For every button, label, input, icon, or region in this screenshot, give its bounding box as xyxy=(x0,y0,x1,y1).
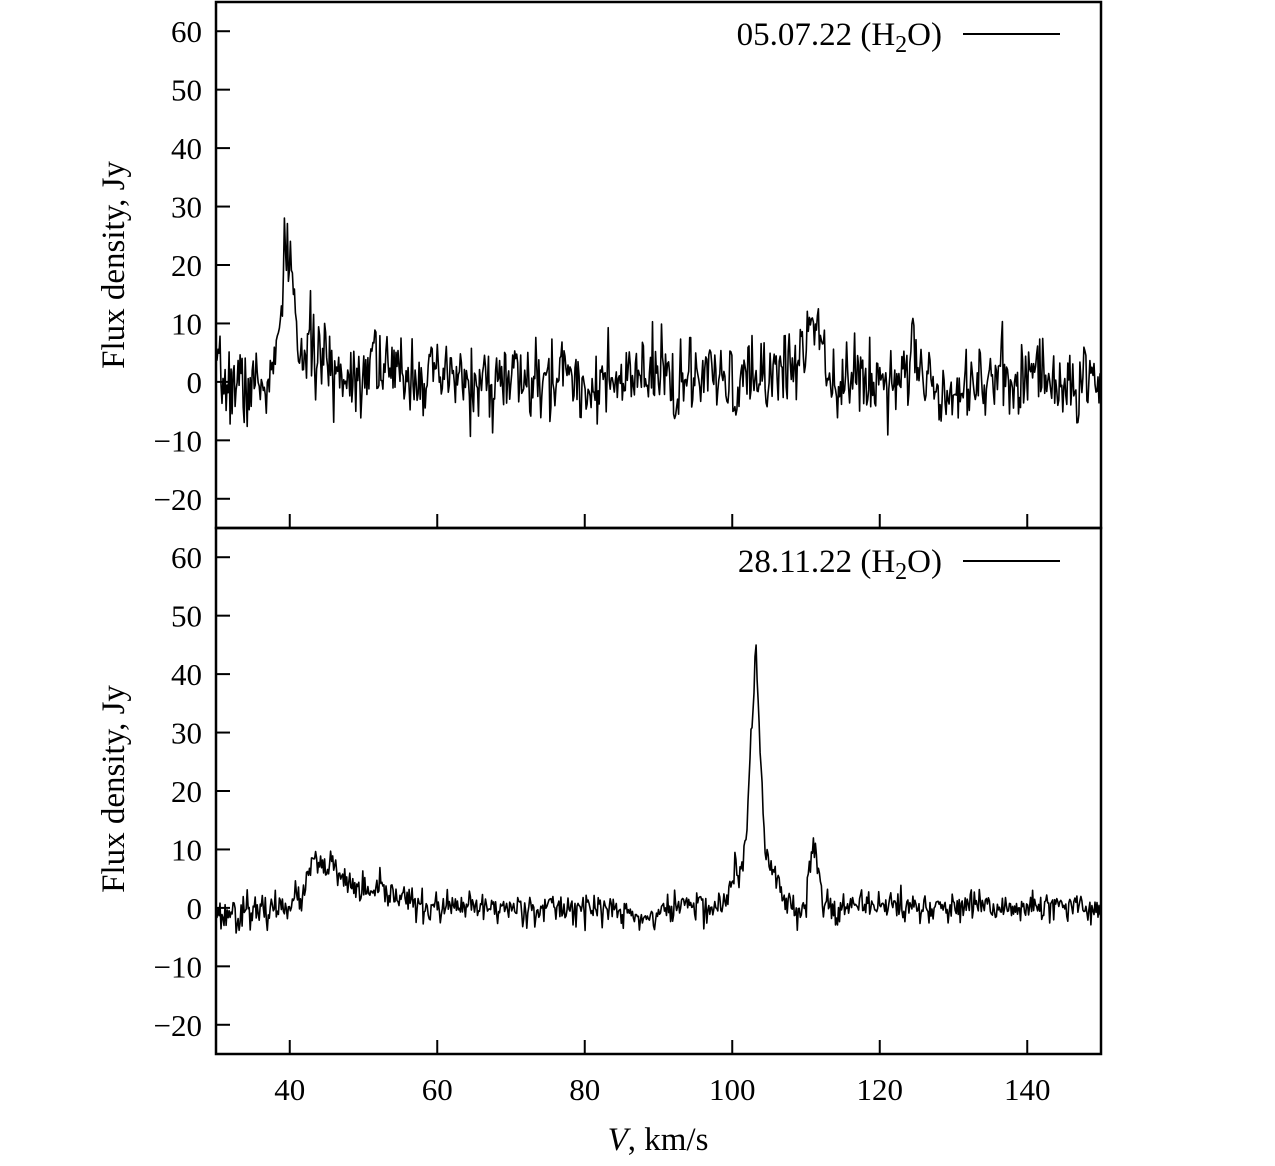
top-y-tick-label: −10 xyxy=(154,423,202,458)
bottom-legend-label: 28.11.22 (H2O) xyxy=(738,544,942,585)
top-y-tick-label: −20 xyxy=(154,482,202,517)
top-plot-frame xyxy=(214,0,1103,530)
top-legend: 05.07.22 (H2O) xyxy=(737,17,1060,58)
top-legend-molecule-close: O) xyxy=(907,17,942,53)
x-axis-label: V, km/s xyxy=(608,1122,709,1158)
top-ylabel: Flux density, Jy xyxy=(96,161,132,369)
bottom-legend-date: 28.11.22 xyxy=(738,544,852,580)
top-legend-subscript: 2 xyxy=(895,32,907,58)
bottom-legend-molecule-open: (H xyxy=(852,544,895,580)
bottom-legend-subscript: 2 xyxy=(895,559,907,585)
top-y-tick-label: 20 xyxy=(171,248,202,283)
bottom-y-tick-label: 20 xyxy=(171,774,202,809)
bottom-y-tick-label: −10 xyxy=(154,949,202,984)
bottom-panel: −20 −10 0 10 20 30 40 50 60 40 60 80 100 120 140 Flux… xyxy=(96,526,1103,1107)
top-y-tick-label: 60 xyxy=(171,14,202,49)
bottom-y-tick-label: 30 xyxy=(171,716,202,751)
bottom-legend-molecule-close: O) xyxy=(907,544,942,580)
x-axis-label-symbol: V xyxy=(608,1122,632,1158)
bottom-x-tick-label: 140 xyxy=(1004,1072,1051,1107)
top-y-ticks: −20 −10 0 10 20 30 40 50 60 xyxy=(154,14,230,517)
bottom-legend: 28.11.22 (H2O) xyxy=(738,544,1060,585)
top-y-tick-label: 50 xyxy=(171,73,202,108)
top-y-tick-label: 10 xyxy=(171,306,202,341)
bottom-x-tick-label: 120 xyxy=(857,1072,904,1107)
bottom-ylabel: Flux density, Jy xyxy=(96,685,132,893)
top-y-tick-label: 30 xyxy=(171,190,202,225)
bottom-x-tick-label: 80 xyxy=(569,1072,600,1107)
top-legend-label: 05.07.22 (H2O) xyxy=(737,17,942,58)
bottom-y-ticks: −20 −10 0 10 20 30 40 50 60 xyxy=(154,540,230,1043)
bottom-y-tick-label: 10 xyxy=(171,832,202,867)
bottom-x-ticks: 40 60 80 100 120 140 xyxy=(274,1040,1051,1107)
top-legend-date: 05.07.22 xyxy=(737,17,853,53)
top-legend-molecule-open: (H xyxy=(852,17,895,53)
top-y-tick-label: 40 xyxy=(171,131,202,166)
top-panel: −20 −10 0 10 20 30 40 50 60 Flux density, Jy 05.… xyxy=(96,0,1103,530)
bottom-y-tick-label: 50 xyxy=(171,599,202,634)
top-x-ticks xyxy=(288,514,1029,528)
top-spectrum-line xyxy=(215,217,1102,438)
bottom-x-tick-label: 100 xyxy=(709,1072,756,1107)
top-y-tick-label: 0 xyxy=(187,365,203,400)
bottom-x-tick-label: 60 xyxy=(422,1072,453,1107)
x-axis-label-unit: , km/s xyxy=(628,1122,709,1158)
bottom-x-tick-label: 40 xyxy=(274,1072,305,1107)
bottom-spectrum-line xyxy=(215,644,1102,934)
bottom-y-tick-label: 0 xyxy=(187,891,203,926)
bottom-y-tick-label: −20 xyxy=(154,1008,202,1043)
bottom-y-tick-label: 40 xyxy=(171,657,202,692)
bottom-y-tick-label: 60 xyxy=(171,540,202,575)
bottom-plot-frame xyxy=(214,526,1103,1056)
